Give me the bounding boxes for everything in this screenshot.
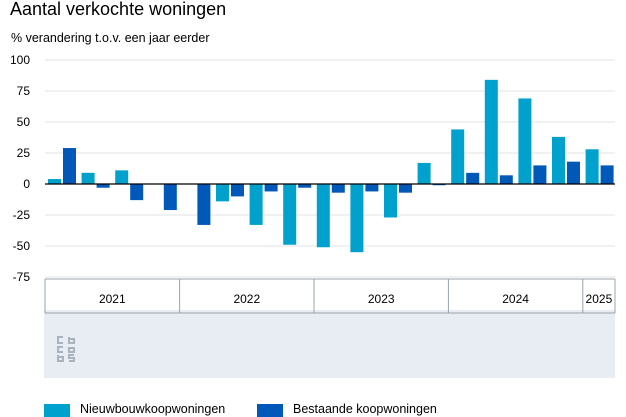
legend-swatch-nieuwbouw <box>44 404 70 417</box>
bar-bestaande-2023-q1 <box>331 184 345 193</box>
y-axis-label: % verandering t.o.v. een jaar eerder <box>11 31 210 45</box>
x-year-label: 2024 <box>502 292 529 306</box>
footer-panel <box>44 310 615 378</box>
bar-bestaande-2021-q2 <box>96 184 110 188</box>
x-year-label: 2021 <box>99 292 126 306</box>
bar-bestaande-2023-q2 <box>365 184 379 192</box>
bar-nieuwbouw-2023-q4 <box>417 162 431 184</box>
bar-nieuwbouw-2023-q3 <box>384 184 397 218</box>
y-tick-label: -75 <box>13 270 31 284</box>
bar-bestaande-2022-q1 <box>197 184 211 225</box>
y-tick-label: -25 <box>13 208 31 222</box>
y-tick-label: 75 <box>17 84 31 98</box>
bar-bestaande-2024-q1 <box>466 172 480 184</box>
legend-label-bestaande: Bestaande koopwoningen <box>293 402 437 416</box>
bar-nieuwbouw-2023-q1 <box>316 184 330 248</box>
bar-nieuwbouw-2024-q2 <box>484 79 498 184</box>
bar-bestaande-2023-q3 <box>399 184 412 193</box>
legend-label-nieuwbouw: Nieuwbouwkoopwoningen <box>80 402 226 416</box>
bar-bestaande-2024-q3 <box>533 165 547 184</box>
cbs-logo-icon <box>57 336 75 362</box>
x-year-label: 2022 <box>233 292 260 306</box>
legend-swatch-bestaande <box>257 404 283 417</box>
bar-bestaande-2021-q4 <box>163 184 177 211</box>
bar-bestaande-2021-q1 <box>63 148 76 184</box>
bar-nieuwbouw-2023-q2 <box>350 184 364 253</box>
y-tick-label: 0 <box>23 177 30 191</box>
bar-bestaande-2022-q2 <box>231 184 244 197</box>
bar-bestaande-2022-q3 <box>264 184 278 192</box>
y-tick-label: 50 <box>17 115 31 129</box>
bar-bestaande-2023-q4 <box>432 184 446 186</box>
bar-bestaande-2024-q2 <box>499 175 513 184</box>
x-year-label: 2025 <box>586 292 613 306</box>
y-tick-label: 100 <box>10 53 30 67</box>
bar-nieuwbouw-2024-q3 <box>518 98 532 184</box>
bar-nieuwbouw-2022-q3 <box>249 184 263 225</box>
bar-nieuwbouw-2021-q1 <box>48 179 61 184</box>
bar-nieuwbouw-2022-q2 <box>216 184 229 202</box>
chart-title: Aantal verkochte woningen <box>10 0 227 19</box>
y-tick-label: 25 <box>17 146 31 160</box>
bar-nieuwbouw-2025-q1 <box>585 149 599 184</box>
bar-nieuwbouw-2024-q1 <box>451 129 465 184</box>
bar-bestaande-2024-q4 <box>567 161 580 184</box>
bar-bestaande-2025-q1 <box>600 165 614 184</box>
bar-nieuwbouw-2022-q4 <box>283 184 297 245</box>
bar-bestaande-2022-q4 <box>298 184 312 188</box>
bar-nieuwbouw-2024-q4 <box>552 136 565 184</box>
bar-bestaande-2021-q3 <box>130 184 144 201</box>
y-tick-label: -50 <box>13 239 31 253</box>
x-year-label: 2023 <box>368 292 395 306</box>
bar-nieuwbouw-2021-q3 <box>115 170 129 184</box>
bar-nieuwbouw-2021-q2 <box>81 172 95 184</box>
